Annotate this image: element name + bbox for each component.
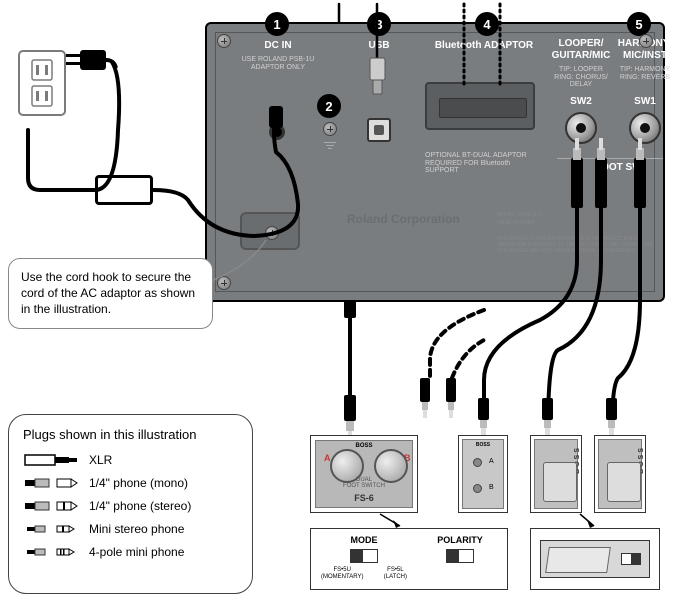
badge-5: 5 — [627, 12, 651, 36]
sw1-sublabel: TIP: HARMONY RING: REVERB — [615, 66, 673, 81]
fsv-b: B — [489, 484, 494, 491]
callout-text: Use the cord hook to secure the cord of … — [21, 270, 195, 316]
fs6-brand: BOSS — [316, 443, 412, 449]
fs5u-left-pedal — [543, 462, 577, 502]
dc-in-jack — [269, 124, 285, 140]
legend-row-stereo: 1/4" phone (stereo) — [23, 498, 238, 514]
compliance-text: THIS DEVICE COMPLIES WITH PART 15 OF THE… — [497, 236, 657, 254]
fs6-footswitch: A B DUAL FOOT SWITCH FS-6 BOSS — [310, 435, 418, 513]
ground-symbol-1 — [324, 142, 336, 143]
fsv-btn-a — [473, 458, 482, 467]
legend-row-mini: Mini stereo phone — [23, 521, 238, 537]
mini-stereo-icon — [23, 521, 79, 537]
cord-hook-callout: Use the cord hook to secure the cord of … — [8, 258, 213, 329]
mode-fs5l: FS•5L (LATCH) — [384, 567, 407, 580]
badge-4: 4 — [475, 12, 499, 36]
vertical-footswitch: BOSS A B — [458, 435, 508, 513]
badge-2: 2 — [317, 94, 341, 118]
sw2-jack — [565, 112, 597, 144]
ground-symbol-3 — [328, 148, 332, 149]
foot-sw-bracket — [557, 158, 663, 159]
bluetooth-sublabel: OPTIONAL BT-DUAL ADAPTOR REQUIRED FOR Bl… — [425, 152, 545, 175]
fs5u-polarity-switch — [621, 553, 641, 565]
cord-hook-screw — [265, 226, 279, 240]
sw1-label: SW1 — [627, 96, 663, 108]
dc-in-sublabel: USE ROLAND PSB-1U ADAPTOR ONLY — [235, 56, 321, 71]
fs5u-settings-panel — [530, 528, 660, 590]
bluetooth-label: Bluetooth ADAPTOR — [429, 40, 539, 52]
model-text: MODEL: CUBE XYZ — [497, 212, 543, 218]
usb-port — [367, 118, 391, 142]
legend-label-4pole: 4-pole mini phone — [89, 545, 184, 559]
legend-label-xlr: XLR — [89, 453, 112, 467]
made-in-text: MADE IN CHINA — [497, 220, 535, 226]
badge-3: 3 — [367, 12, 391, 36]
xlr-icon — [23, 452, 79, 468]
polarity-switch — [446, 549, 474, 563]
badge-1: 1 — [265, 12, 289, 36]
wall-outlet — [18, 50, 66, 116]
legend-label-mini: Mini stereo phone — [89, 522, 184, 536]
panel-screw-tr — [639, 34, 653, 48]
legend-row-mono: 1/4" phone (mono) — [23, 475, 238, 491]
panel-screw-bl — [217, 276, 231, 290]
sw2-sublabel: TIP: LOOPER RING: CHORUS/ DELAY — [551, 66, 611, 89]
ac-plug — [60, 40, 120, 80]
fsv-a: A — [489, 458, 494, 465]
fs6-subtitle: DUAL FOOT SWITCH — [316, 477, 412, 489]
polarity-header: POLARITY — [415, 535, 505, 545]
legend-row-4pole: 4-pole mini phone — [23, 544, 238, 560]
legend-row-xlr: XLR — [23, 452, 238, 468]
sw2-top-label: LOOPER/ GUITAR/MIC — [551, 38, 611, 62]
sw2-label: SW2 — [563, 96, 599, 108]
fs6-settings-panel: MODE FS•5U (MOMENTARY) FS•5L (LATCH) POL… — [310, 528, 508, 590]
bluetooth-slot: BOSS — [425, 82, 535, 130]
ground-screw — [323, 122, 337, 136]
plug-legend: Plugs shown in this illustration XLR 1/4… — [8, 414, 253, 594]
ground-symbol-2 — [326, 145, 334, 146]
cord-hook — [240, 212, 300, 250]
fs5u-right: FS-5U BOSS — [594, 435, 646, 513]
roland-corp-text: Roland Corporation — [347, 212, 460, 226]
mode-switch — [350, 549, 378, 563]
usb-label: USB — [359, 40, 399, 52]
legend-title: Plugs shown in this illustration — [23, 427, 238, 442]
fsv-brand: BOSS — [463, 442, 503, 448]
quarter-mono-icon — [23, 475, 79, 491]
fs5u-side-view — [540, 540, 650, 578]
mode-header: MODE — [319, 535, 409, 545]
fsv-btn-b — [473, 484, 482, 493]
foot-sw-label: FOOT SW — [595, 162, 642, 173]
four-pole-icon — [23, 544, 79, 560]
legend-label-mono: 1/4" phone (mono) — [89, 476, 188, 490]
fs5u-right-pedal — [607, 462, 641, 502]
legend-label-stereo: 1/4" phone (stereo) — [89, 499, 191, 513]
boss-logo: BOSS — [469, 110, 491, 119]
mode-fs5u: FS•5U (MOMENTARY) — [321, 567, 363, 580]
quarter-stereo-icon — [23, 498, 79, 514]
fs5u-left: FS-5U BOSS — [530, 435, 582, 513]
ac-adapter — [95, 175, 153, 205]
fs6-name: FS-6 — [316, 493, 412, 503]
sw1-jack — [629, 112, 661, 144]
panel-screw-tl — [217, 34, 231, 48]
device-rear-panel: 1 2 3 4 5 DC IN USE ROLAND PSB-1U ADAPTO… — [205, 22, 665, 302]
dc-in-label: DC IN — [253, 40, 303, 52]
